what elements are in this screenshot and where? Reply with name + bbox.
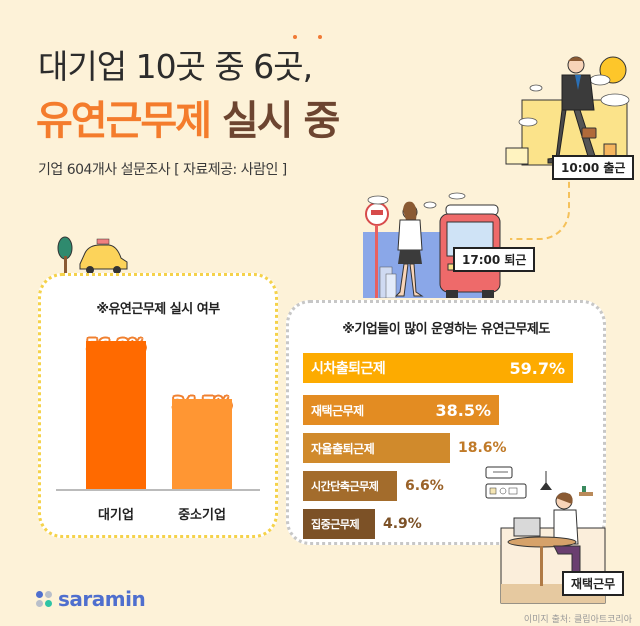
headline-line2: 유연근무제 실시 중 [36, 88, 340, 146]
remote-work-illustration [484, 466, 606, 604]
hbar-row: 시차출퇴근제 59.7% [303, 353, 573, 383]
hbar-focus-hours: 집중근무제 [303, 509, 375, 539]
hbar-label: 시차출퇴근제 [311, 361, 386, 377]
adoption-rate-chart-card: ※유연근무제 실시 여부 56.8% 34.7% 대기업 중소기업 [38, 273, 278, 538]
bar-label-sme: 중소기업 [178, 508, 226, 523]
hbar-label: 재택근무제 [311, 403, 364, 418]
hbar-row: 집중근무제 4.9% [303, 509, 422, 539]
businessman-walking-icon [505, 56, 630, 166]
hbar-self-directed: 자율출퇴근제 [303, 433, 450, 463]
hbar-label: 시간단축근무제 [311, 480, 379, 493]
tree-and-taxi-decoration [55, 236, 130, 276]
logo-dots-icon [36, 591, 52, 607]
bar-sme [172, 399, 232, 489]
chart-title: ※기업들이 많이 운영하는 유연근무제도 [342, 322, 550, 337]
bar-large-company [86, 341, 146, 489]
commute-in-illustration [500, 55, 640, 180]
chart-title: ※유연근무제 실시 여부 [96, 302, 220, 317]
hbar-row: 자율출퇴근제 18.6% [303, 433, 507, 463]
dashed-path-decoration [510, 180, 570, 240]
hbar-label: 자율출퇴근제 [311, 441, 375, 456]
remote-worker-icon [485, 466, 606, 604]
headline-highlight: 유연근무제 [36, 98, 212, 144]
program-types-chart-card: ※기업들이 많이 운영하는 유연근무제도 시차출퇴근제 59.7% 재택근무제 … [286, 300, 606, 545]
remote-work-tag: 재택근무 [562, 571, 625, 596]
bar-label-large-company: 대기업 [98, 508, 134, 523]
taxi-icon [57, 236, 128, 274]
hbar-value: 4.9% [383, 516, 422, 532]
hbar-value: 18.6% [458, 440, 507, 456]
hbar-label: 집중근무제 [311, 518, 360, 531]
hbar-value: 6.6% [405, 478, 444, 494]
image-credit: 이미지 출처: 클립아트코리아 [523, 615, 632, 625]
commute-out-tag: 17:00 퇴근 [453, 247, 536, 272]
hbar-value: 38.5% [435, 400, 491, 420]
x-axis-baseline [56, 489, 260, 491]
hbar-row: 시간단축근무제 6.6% [303, 471, 444, 501]
survey-subtitle: 기업 604개사 설문조사 [ 자료제공: 사람인 ] [38, 162, 287, 178]
commute-out-illustration [360, 192, 505, 298]
saramin-logo: saramin [36, 587, 146, 611]
headline-rest: 실시 중 [221, 98, 340, 144]
hbar-row: 재택근무제 38.5% [303, 395, 499, 425]
bus-stop-icon [363, 192, 501, 298]
logo-text: saramin [58, 587, 146, 611]
hbar-flextime: 시차출퇴근제 59.7% [303, 353, 573, 383]
headline-line1: 대기업 10곳 중 6곳, [38, 47, 313, 86]
hbar-remote-work: 재택근무제 38.5% [303, 395, 499, 425]
commute-in-tag: 10:00 출근 [552, 155, 635, 180]
emphasis-dot [293, 35, 297, 39]
hbar-value: 59.7% [509, 358, 565, 378]
emphasis-dot [318, 35, 322, 39]
hbar-reduced-hours: 시간단축근무제 [303, 471, 397, 501]
